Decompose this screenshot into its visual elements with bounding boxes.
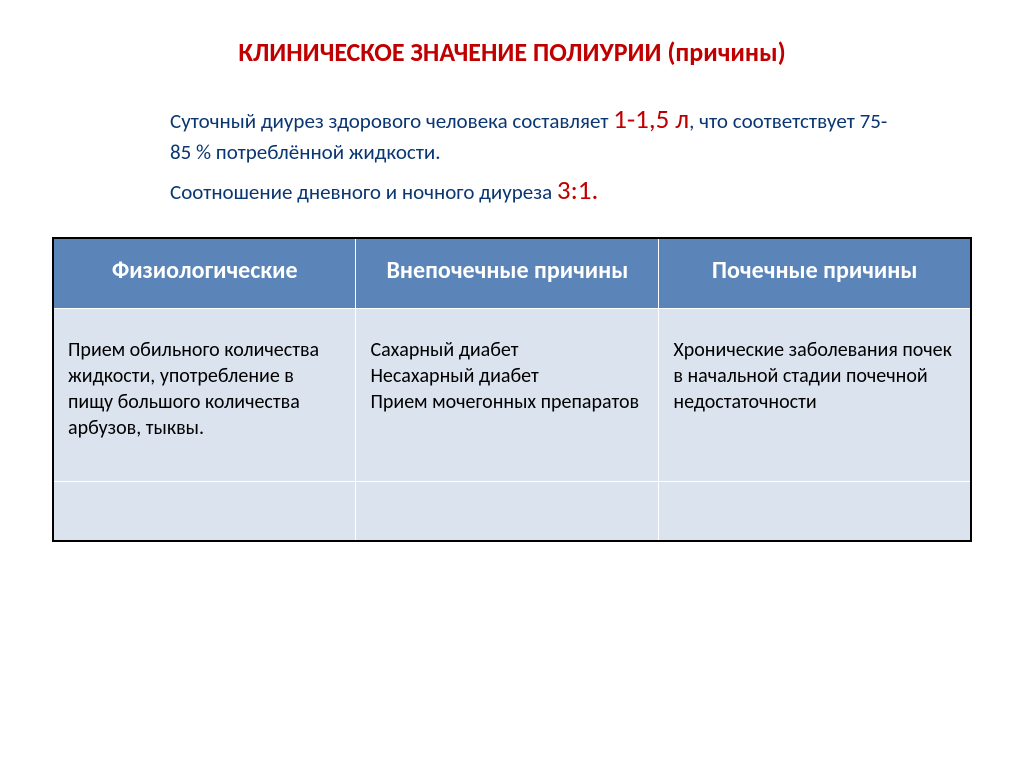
table-header-row: Физиологические Внепочечные причины Поче…: [53, 238, 971, 309]
intro-line1-highlight: 1-1,5 л: [613, 103, 689, 136]
cell-blank: [659, 482, 971, 542]
table-row: Прием обильного количества жидкости, упо…: [53, 309, 971, 482]
cell-renal: Хронические заболевания почек в начально…: [659, 309, 971, 482]
intro-block: Суточный диурез здорового человека соста…: [170, 102, 904, 209]
causes-table: Физиологические Внепочечные причины Поче…: [52, 237, 972, 542]
col-header-extrarenal: Внепочечные причины: [356, 238, 659, 309]
intro-line1-pre: Суточный диурез здорового человека соста…: [170, 108, 613, 134]
cell-blank: [53, 482, 356, 542]
cell-blank: [356, 482, 659, 542]
intro-line2-highlight: 3:1.: [557, 174, 598, 207]
col-header-renal: Почечные причины: [659, 238, 971, 309]
table-row-blank: [53, 482, 971, 542]
cell-extrarenal: Сахарный диабетНесахарный диабетПрием мо…: [356, 309, 659, 482]
intro-line2-pre: Соотношение дневного и ночного диуреза: [170, 179, 557, 205]
col-header-physiological: Физиологические: [53, 238, 356, 309]
cell-physiological: Прием обильного количества жидкости, упо…: [53, 309, 356, 482]
slide-title: КЛИНИЧЕСКОЕ ЗНАЧЕНИЕ ПОЛИУРИИ (причины): [40, 36, 984, 68]
